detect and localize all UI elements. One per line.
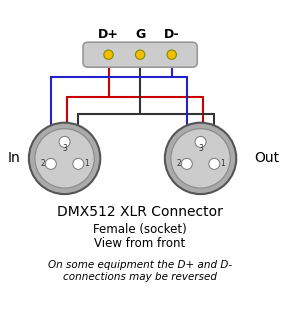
Circle shape <box>167 50 176 59</box>
Text: On some equipment the D+ and D-
connections may be reversed: On some equipment the D+ and D- connecti… <box>48 260 232 282</box>
Circle shape <box>104 50 113 59</box>
Circle shape <box>45 158 56 169</box>
Circle shape <box>195 136 206 148</box>
Circle shape <box>35 129 94 188</box>
Circle shape <box>73 158 84 169</box>
Circle shape <box>171 129 230 188</box>
FancyBboxPatch shape <box>83 42 197 67</box>
Text: 3: 3 <box>62 144 67 153</box>
Text: D-: D- <box>164 28 179 41</box>
Text: In: In <box>7 152 20 165</box>
Text: DMX512 XLR Connector: DMX512 XLR Connector <box>57 205 223 219</box>
Text: 2: 2 <box>176 159 181 168</box>
Circle shape <box>59 136 70 148</box>
Circle shape <box>29 123 100 194</box>
Text: View from front: View from front <box>95 237 186 250</box>
Text: Out: Out <box>254 152 279 165</box>
Text: G: G <box>135 28 145 41</box>
Circle shape <box>209 158 220 169</box>
Text: 3: 3 <box>198 144 203 153</box>
Circle shape <box>181 158 192 169</box>
Text: Female (socket): Female (socket) <box>93 223 187 236</box>
Text: 2: 2 <box>40 159 45 168</box>
Text: 1: 1 <box>84 159 89 168</box>
Text: 1: 1 <box>220 159 225 168</box>
Circle shape <box>135 50 145 59</box>
Circle shape <box>165 123 236 194</box>
Text: D+: D+ <box>98 28 119 41</box>
